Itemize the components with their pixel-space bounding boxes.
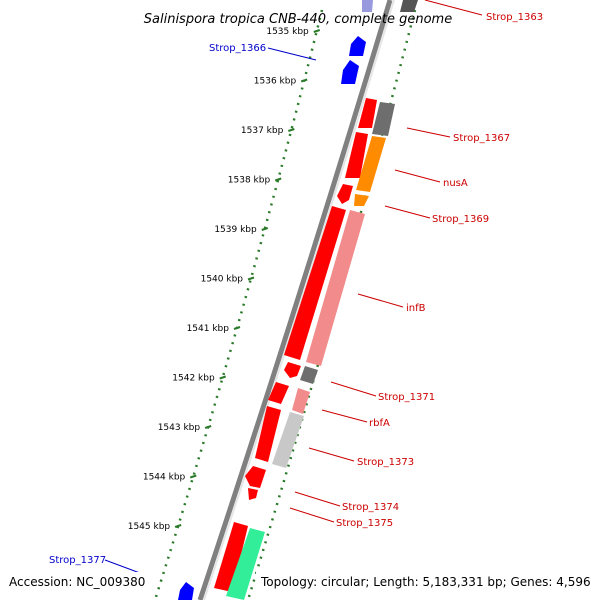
connector-strop-1369 <box>384 205 431 219</box>
kbp-tick-label: 1544 kbp <box>143 473 186 483</box>
gene-strop-1366-b <box>341 60 359 84</box>
kbp-tick-label: 1540 kbp <box>201 275 244 285</box>
gene-label-strop-1369[interactable]: Strop_1369 <box>432 214 489 225</box>
label-connectors <box>104 0 483 577</box>
gene-red-7 <box>255 406 281 462</box>
gene-red-5 <box>284 362 301 378</box>
footer-summary-bg <box>256 572 596 590</box>
connector-rbfA <box>321 409 368 423</box>
gene-label-nusA[interactable]: nusA <box>443 178 468 189</box>
gene-rbfA <box>292 388 310 414</box>
gene-red-4 <box>284 206 346 360</box>
gene-red-1 <box>358 98 377 128</box>
kbp-tick-label: 1539 kbp <box>214 225 257 235</box>
genome-backbone <box>197 0 393 600</box>
kbp-tick-label: 1536 kbp <box>254 77 297 87</box>
gene-label-infB[interactable]: infB <box>406 303 426 314</box>
kbp-tick-label: 1542 kbp <box>172 374 215 384</box>
gene-nusA <box>356 136 386 192</box>
kbp-major-tick <box>313 29 321 33</box>
gene-label-strop-1377[interactable]: Strop_1377 <box>49 555 106 566</box>
gene-red-3 <box>337 184 353 204</box>
footer-summary: Topology: circular; Length: 5,183,331 bp… <box>260 575 591 589</box>
gene-label-strop-1375[interactable]: Strop_1375 <box>336 518 393 529</box>
gene-infB <box>306 210 365 366</box>
kbp-major-tick <box>247 276 255 281</box>
gene-feature-top-dark <box>400 0 418 12</box>
connector-strop-1366 <box>267 47 317 61</box>
gene-red-10 <box>214 522 248 592</box>
gene-strop-1371 <box>300 366 318 384</box>
gene-label-strop-1371[interactable]: Strop_1371 <box>378 392 435 403</box>
gene-features <box>178 0 418 600</box>
gene-label-strop-1366[interactable]: Strop_1366 <box>209 43 266 54</box>
connector-strop-1374 <box>294 491 341 507</box>
gene-feature-top-grey <box>362 0 373 12</box>
gene-strop-1366-a <box>349 36 366 56</box>
kbp-tick-label: 1538 kbp <box>228 176 271 186</box>
kbp-tick-label: 1541 kbp <box>187 324 230 334</box>
kbp-tick-group: 1535 kbp 1536 kbp 1537 kbp 1538 kbp 1539 kbp… <box>128 27 321 532</box>
connector-strop-1373 <box>308 447 355 462</box>
connector-strop-1367 <box>406 127 451 138</box>
gene-label-group: Strop_1363 Strop_1366 Strop_1367 nusA St… <box>49 12 543 566</box>
genome-backbone-highlight <box>203 0 395 600</box>
gene-red-9 <box>248 488 258 500</box>
gene-label-strop-1363[interactable]: Strop_1363 <box>486 12 543 23</box>
gene-label-rbfA[interactable]: rbfA <box>369 418 390 429</box>
kbp-major-tick <box>174 524 182 528</box>
map-title: Salinispora tropica CNB-440, complete ge… <box>144 12 452 27</box>
kbp-major-tick <box>300 78 308 83</box>
kbp-tick-label: 1543 kbp <box>158 423 201 433</box>
kbp-tick-label: 1545 kbp <box>128 522 171 532</box>
gene-strop-1377 <box>178 582 194 600</box>
gene-red-6 <box>268 382 289 404</box>
footer-accession-bg <box>6 572 152 590</box>
gene-label-strop-1367[interactable]: Strop_1367 <box>453 133 510 144</box>
gene-strop-1369 <box>354 194 369 206</box>
gene-red-8 <box>245 466 266 488</box>
kbp-tick-label: 1535 kbp <box>266 27 309 37</box>
gene-strop-1367 <box>372 102 395 136</box>
kbp-major-tick <box>261 227 269 231</box>
footer-accession: Accession: NC_009380 <box>9 575 145 589</box>
connector-strop-1363 <box>424 0 483 16</box>
kbp-major-tick <box>274 177 282 182</box>
connector-infB <box>357 293 404 308</box>
kbp-major-tick <box>189 474 197 479</box>
gene-strop-1377-green <box>226 528 265 600</box>
gene-label-strop-1373[interactable]: Strop_1373 <box>357 457 414 468</box>
kbp-major-tick <box>219 375 227 380</box>
kbp-major-tick <box>288 128 295 132</box>
kbp-major-tick <box>204 425 212 429</box>
connector-strop-1375 <box>289 507 335 523</box>
gene-red-2 <box>345 132 368 178</box>
kbp-major-tick <box>233 326 241 330</box>
connector-nusA <box>394 169 441 183</box>
kbp-tick-label: 1537 kbp <box>241 126 284 136</box>
gene-strop-1373 <box>272 412 304 468</box>
gene-label-strop-1374[interactable]: Strop_1374 <box>342 502 399 513</box>
connector-strop-1371 <box>330 381 377 397</box>
